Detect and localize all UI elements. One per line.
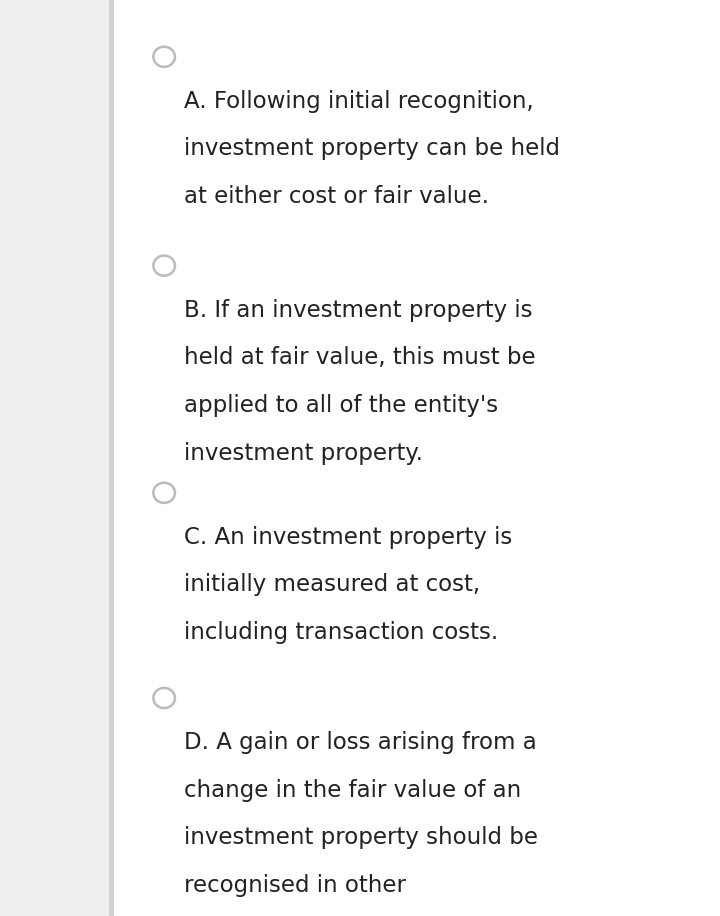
Text: applied to all of the entity's: applied to all of the entity's	[184, 394, 498, 417]
Ellipse shape	[153, 483, 175, 503]
Text: A. Following initial recognition,: A. Following initial recognition,	[184, 90, 534, 113]
Bar	[0, 0, 112, 916]
Text: initially measured at cost,: initially measured at cost,	[184, 573, 480, 596]
Text: investment property.: investment property.	[184, 442, 423, 464]
Text: held at fair value, this must be: held at fair value, this must be	[184, 346, 535, 369]
Text: investment property should be: investment property should be	[184, 826, 538, 849]
Text: including transaction costs.: including transaction costs.	[184, 621, 498, 644]
Text: recognised in other: recognised in other	[184, 874, 405, 897]
Text: D. A gain or loss arising from a: D. A gain or loss arising from a	[184, 731, 536, 754]
Text: investment property can be held: investment property can be held	[184, 137, 559, 160]
Text: change in the fair value of an: change in the fair value of an	[184, 779, 521, 802]
Text: C. An investment property is: C. An investment property is	[184, 526, 512, 549]
Text: B. If an investment property is: B. If an investment property is	[184, 299, 532, 322]
Ellipse shape	[153, 256, 175, 276]
Text: at either cost or fair value.: at either cost or fair value.	[184, 185, 489, 208]
Bar	[109, 0, 114, 916]
Ellipse shape	[153, 47, 175, 67]
Ellipse shape	[153, 688, 175, 708]
